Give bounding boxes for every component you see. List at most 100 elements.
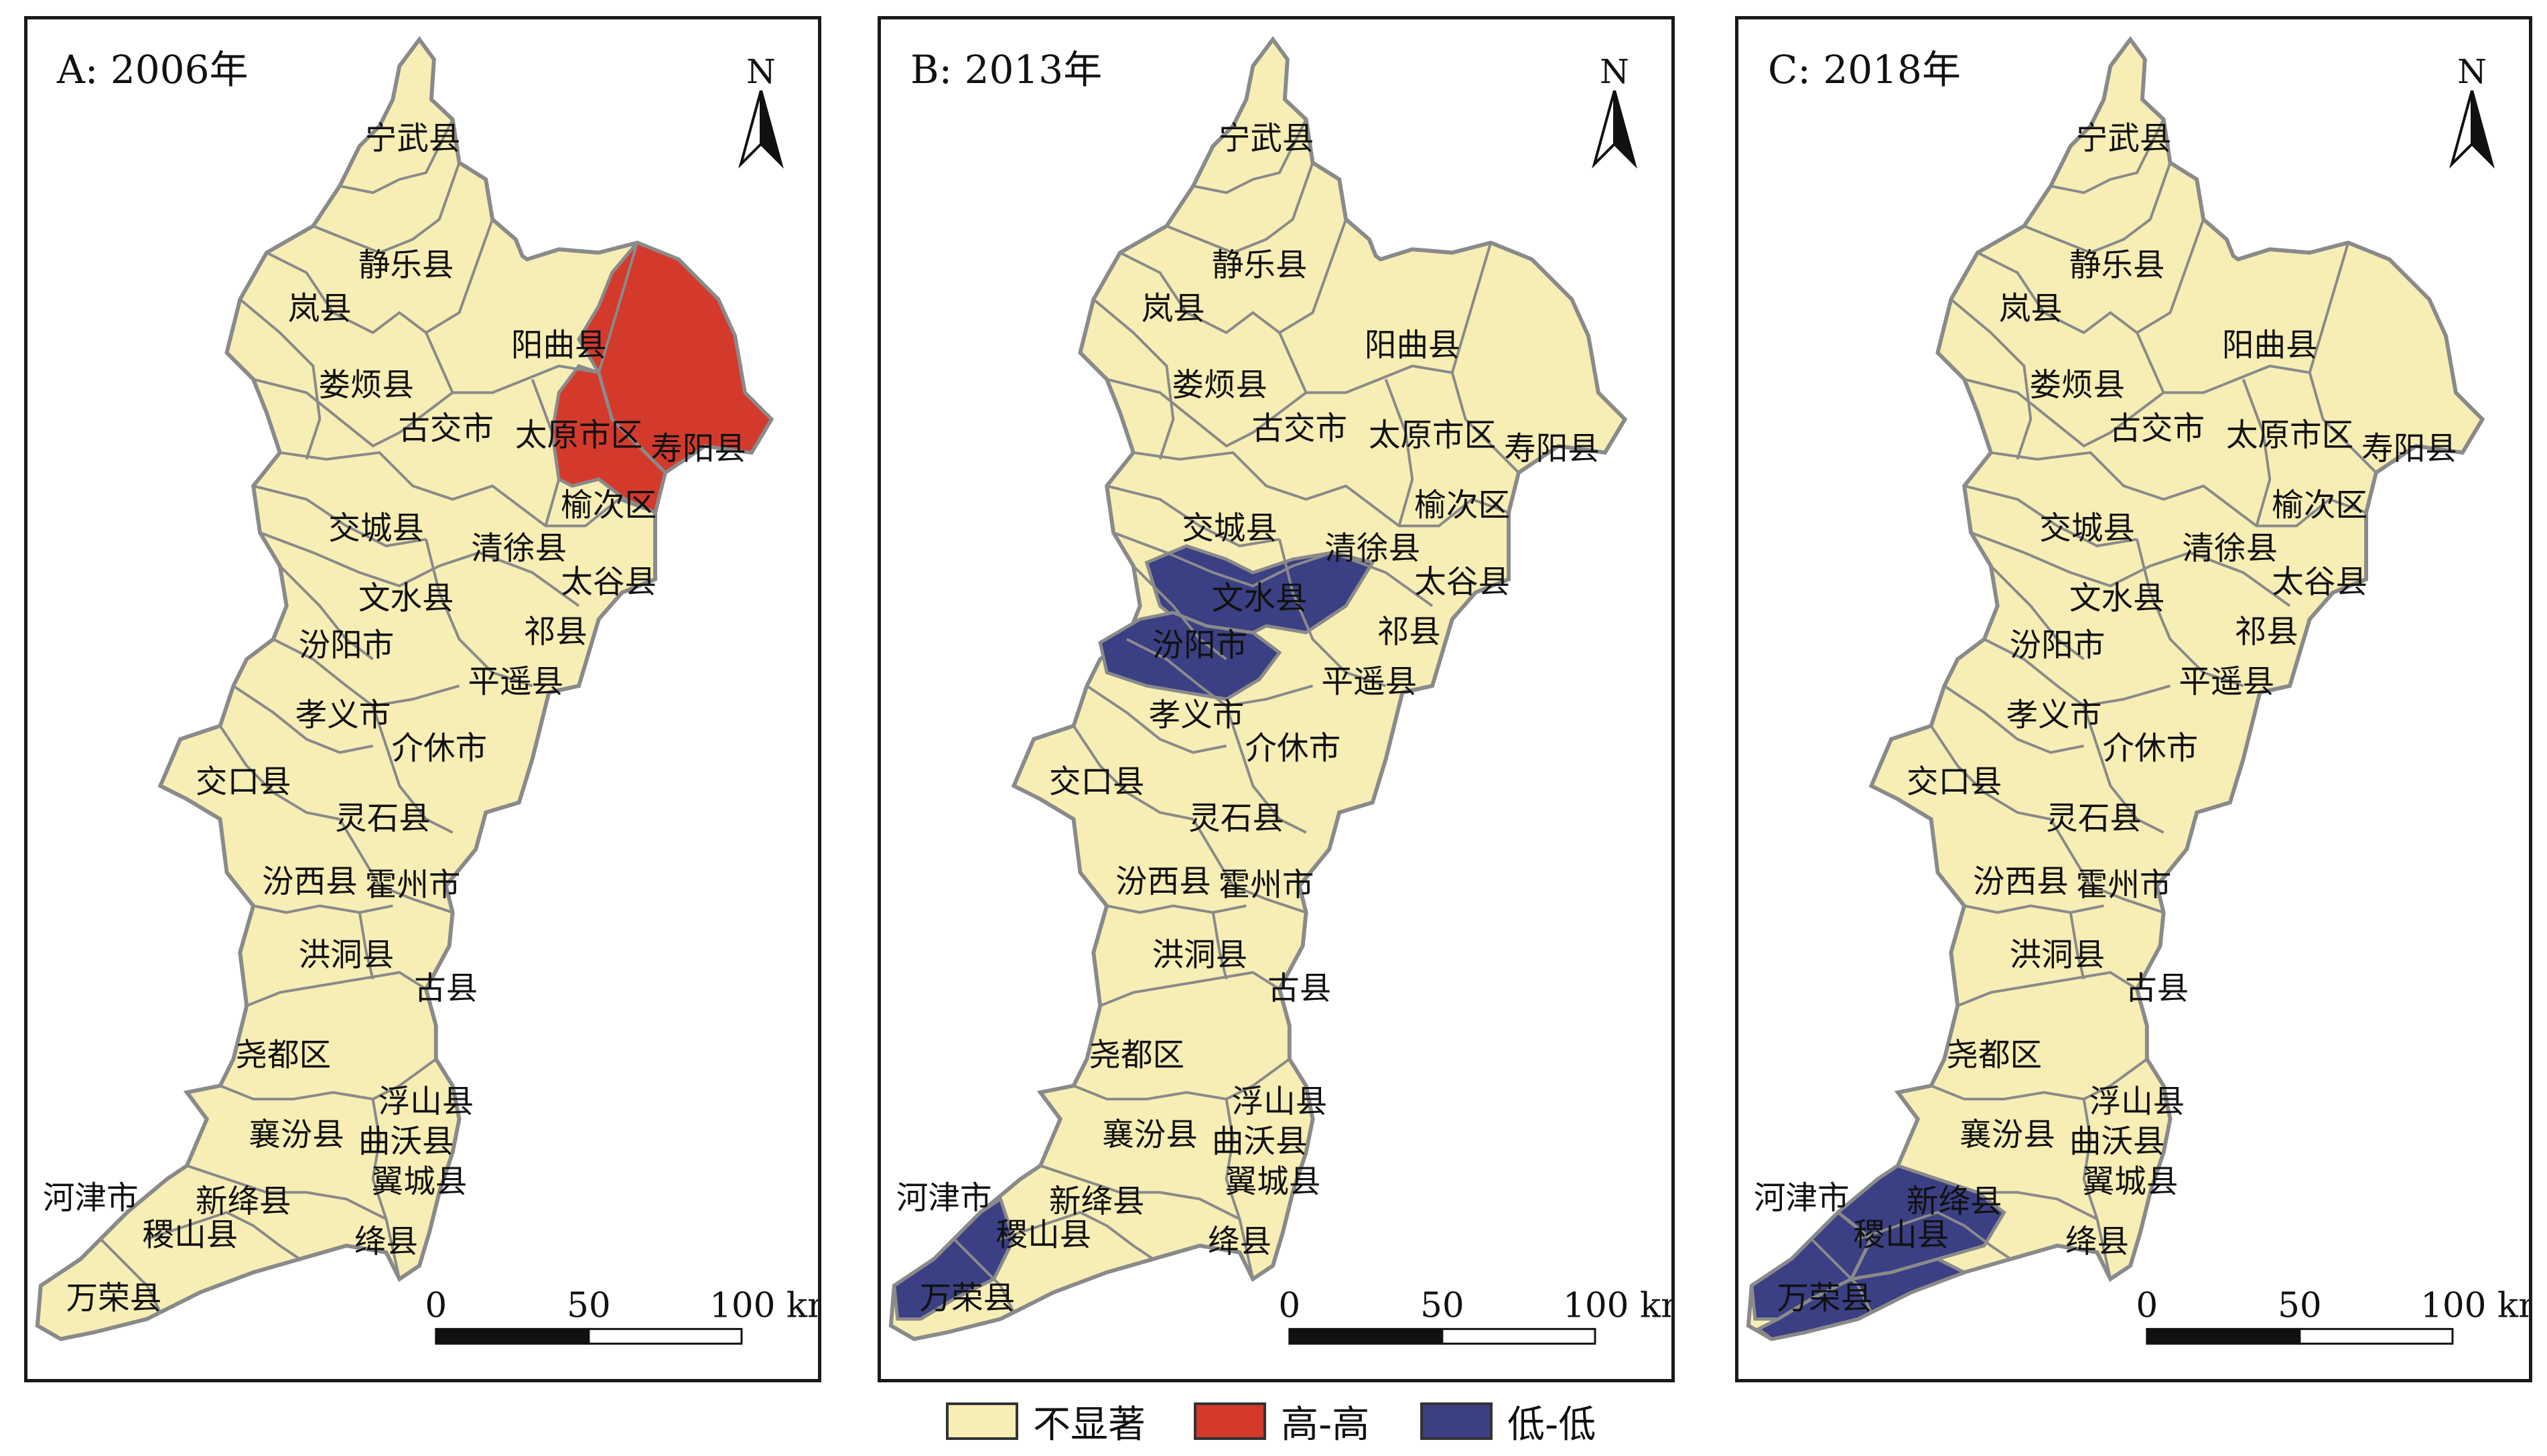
county-label: 宁武县 <box>365 121 461 157</box>
county-boundary <box>246 970 427 1007</box>
county-boundary <box>1072 725 1194 821</box>
county-boundary <box>1113 531 1434 607</box>
county-boundary <box>1166 162 1314 254</box>
county-boundary <box>1225 705 1307 834</box>
scale-bar-tick-label: 50 <box>567 1285 611 1325</box>
county-boundary <box>219 1058 437 1101</box>
scale-bar-tick-label: 0 <box>425 1285 447 1325</box>
county-label: 平遥县 <box>1321 664 1417 701</box>
county-boundary <box>1964 904 2104 914</box>
county-boundary <box>1950 298 2033 460</box>
county-label: 洪洞县 <box>1152 937 1248 974</box>
county-label: 娄烦县 <box>1172 367 1267 404</box>
county-label: 新绛县 <box>1049 1183 1145 1220</box>
legend-label: 低-低 <box>1507 1402 1596 1447</box>
county-boundary <box>1073 1058 1290 1101</box>
scale-bar-tick-label: 100 km <box>1563 1285 1671 1325</box>
county-label: 翼城县 <box>2083 1163 2179 1200</box>
county-label: 岚县 <box>1142 291 1205 327</box>
county-label: 清徐县 <box>471 530 567 567</box>
county-boundary <box>2082 705 2164 834</box>
county-label: 汾西县 <box>262 864 358 901</box>
county-boundary <box>371 1098 401 1280</box>
county-boundary <box>1984 638 2171 708</box>
low-low-county-region <box>1835 1163 2006 1281</box>
legend-swatch <box>946 1402 1018 1440</box>
county-label: 尧都区 <box>1089 1037 1184 1074</box>
north-arrow-icon: N <box>731 53 791 173</box>
panel-title: B: 2013年 <box>910 47 1103 92</box>
county-label: 绛县 <box>1208 1224 1271 1260</box>
county-boundary <box>1897 1164 2098 1220</box>
county-label: 静乐县 <box>2069 247 2165 284</box>
county-label: 宁武县 <box>2076 121 2172 157</box>
county-boundary <box>1132 565 1227 660</box>
county-boundary <box>1990 451 2367 528</box>
county-label: 古县 <box>2125 970 2189 1007</box>
county-boundary <box>1211 912 1228 980</box>
county-boundary <box>1384 378 1414 526</box>
county-boundary <box>279 565 374 660</box>
county-label: 岚县 <box>288 291 352 327</box>
county-boundary <box>2023 162 2172 254</box>
county-label: 清徐县 <box>1324 530 1420 567</box>
map-panel-2006: 宁武县 静乐县 岚县 阳曲县 娄烦县 古交市 太原市区 寿阳县 榆次区 交城县 清徐县 太谷县 文水县祁… <box>24 16 821 1382</box>
county-label: 古交市 <box>398 411 494 447</box>
scale-bar-tick-label: 0 <box>1278 1285 1300 1325</box>
county-label: 汾西县 <box>1973 864 2069 901</box>
county-label: 介休市 <box>1245 730 1340 767</box>
county-label: 交城县 <box>2039 510 2135 547</box>
county-label: 古县 <box>1267 970 1331 1007</box>
legend-swatch <box>1194 1402 1266 1440</box>
county-label: 河津市 <box>896 1180 992 1217</box>
county-label: 文水县 <box>1212 581 1308 617</box>
county-label: 介休市 <box>391 730 487 767</box>
county-label: 曲沃县 <box>358 1124 454 1161</box>
county-label: 洪洞县 <box>2010 937 2106 974</box>
county-label: 孝义市 <box>295 697 391 734</box>
north-label: N <box>2457 52 2487 91</box>
legend-item-low-low: 低-低 <box>1420 1400 1596 1447</box>
county-label: 万荣县 <box>1777 1280 1873 1317</box>
county-label: 河津市 <box>43 1180 139 1217</box>
county-label: 介休市 <box>2102 730 2198 767</box>
county-boundary <box>1106 378 1307 448</box>
low-low-county-region <box>1755 1257 1969 1341</box>
county-label: 寿阳县 <box>1504 431 1600 467</box>
county-boundary <box>1093 298 1175 460</box>
county-boundary <box>531 378 561 526</box>
legend-swatch <box>1420 1402 1493 1440</box>
county-boundary <box>218 725 340 821</box>
county-label: 新绛县 <box>1907 1183 2002 1220</box>
county-label: 祁县 <box>2235 613 2298 650</box>
county-label: 娄烦县 <box>318 367 414 404</box>
county-label: 襄汾县 <box>1102 1117 1198 1154</box>
county-boundary <box>339 119 454 194</box>
scale-bar-tick-label: 100 km <box>709 1285 818 1325</box>
north-arrow-icon: N <box>2442 53 2502 173</box>
county-label: 浮山县 <box>2089 1084 2185 1120</box>
county-label: 尧都区 <box>1946 1037 2042 1074</box>
county-label: 榆次区 <box>1414 487 1510 524</box>
map-outline <box>1746 35 2485 1341</box>
county-boundary <box>2049 818 2164 914</box>
county-label: 翼城县 <box>372 1163 468 1200</box>
county-boundary <box>1106 904 1247 914</box>
county-label: 交城县 <box>328 510 424 547</box>
county-label: 古县 <box>414 970 478 1007</box>
county-label: 阳曲县 <box>511 327 607 364</box>
county-label: 灵石县 <box>1188 800 1284 837</box>
county-boundary <box>2050 119 2165 194</box>
county-label: 灵石县 <box>2046 800 2142 837</box>
county-boundary <box>338 818 454 914</box>
county-label: 祁县 <box>524 613 588 650</box>
county-boundary <box>1278 538 1387 687</box>
county-label: 交城县 <box>1182 510 1278 547</box>
county-label: 霍州市 <box>1219 867 1314 903</box>
county-boundary <box>1106 484 1280 548</box>
county-label: 绛县 <box>2065 1224 2129 1260</box>
county-label: 襄汾县 <box>1959 1117 2055 1154</box>
county-label: 交口县 <box>1049 763 1145 800</box>
county-boundary <box>253 378 454 448</box>
